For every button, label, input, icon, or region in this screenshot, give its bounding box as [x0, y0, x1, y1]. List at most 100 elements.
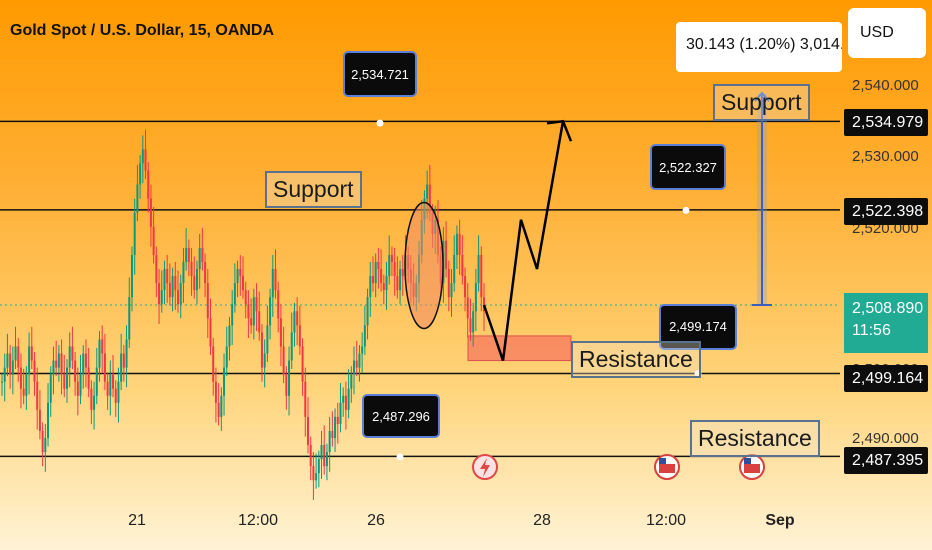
- projection-path: [482, 120, 565, 361]
- candle-body: [358, 353, 361, 368]
- candle-body: [158, 283, 161, 305]
- x-tick: 12:00: [645, 512, 687, 529]
- candle-body: [390, 254, 393, 262]
- candle-body: [233, 283, 236, 305]
- candle-body: [190, 262, 193, 277]
- candle-body: [366, 297, 369, 326]
- candle-body: [122, 353, 125, 368]
- level-price-tag: 2,522.398: [844, 198, 928, 225]
- candle-body: [147, 170, 150, 199]
- candle-body: [236, 269, 239, 284]
- x-tick: Sep: [765, 512, 795, 529]
- candle-body: [71, 346, 74, 361]
- price-callout[interactable]: 2,522.327: [650, 144, 726, 190]
- candle-body: [63, 374, 66, 389]
- candle-body: [271, 269, 274, 298]
- level-price-tag: 2,499.164: [844, 365, 928, 392]
- candle-body: [28, 346, 31, 375]
- candle-body: [350, 374, 353, 389]
- candle-body: [6, 353, 9, 368]
- candle-body: [269, 297, 272, 326]
- resistance-label[interactable]: Resistance: [690, 420, 820, 457]
- support-label[interactable]: Support: [713, 84, 810, 121]
- x-tick: 28: [533, 512, 551, 529]
- candle-body: [388, 254, 391, 277]
- candle-body: [371, 276, 374, 284]
- candle-body: [185, 247, 188, 262]
- candle-body: [312, 466, 315, 481]
- candle-body: [377, 262, 380, 270]
- price-callout[interactable]: 2,487.296: [362, 394, 440, 438]
- support-label[interactable]: Support: [265, 171, 362, 208]
- candle-body: [220, 395, 223, 417]
- candle-body: [25, 374, 28, 396]
- candle-body: [209, 318, 212, 347]
- candle-body: [68, 346, 71, 368]
- candle-body: [19, 367, 22, 389]
- x-tick: 26: [367, 512, 385, 529]
- candle-body: [277, 290, 280, 319]
- candle-body: [304, 381, 307, 417]
- candle-body: [466, 297, 469, 319]
- currency-label: USD: [860, 24, 894, 41]
- symbol-title: Gold Spot / U.S. Dollar, 15, OANDA: [10, 22, 275, 39]
- candle-body: [469, 318, 472, 333]
- candle-body: [206, 283, 209, 319]
- callout-anchor: [682, 206, 690, 214]
- flag-canton: [744, 458, 751, 464]
- candle-body: [49, 374, 52, 403]
- x-tick: 21: [128, 512, 146, 529]
- candle-body: [30, 346, 33, 361]
- candle-body: [101, 339, 104, 354]
- candle-body: [84, 353, 87, 368]
- candle-body: [288, 360, 291, 396]
- candle-body: [22, 388, 25, 396]
- current-price-tag: 2,508.890 11:56: [844, 293, 928, 353]
- candle-body: [296, 311, 299, 326]
- candle-body: [344, 395, 347, 410]
- candle-body: [155, 254, 158, 284]
- candle-body: [483, 297, 485, 312]
- candle-body: [193, 276, 196, 291]
- current-price: 2,508.890: [852, 300, 924, 317]
- flag-stripes: [744, 464, 760, 473]
- candle-body: [95, 367, 98, 396]
- level-price-tag: 2,534.979: [844, 109, 928, 136]
- candle-body: [93, 395, 96, 410]
- candle-body: [317, 459, 320, 474]
- candle-body: [369, 276, 372, 298]
- candle-body: [445, 240, 448, 270]
- candle-body: [426, 184, 429, 199]
- candle-body: [480, 254, 483, 298]
- y-tick: 2,530.000: [852, 148, 919, 165]
- candle-body: [334, 416, 337, 438]
- candle-body: [44, 438, 47, 453]
- candle-body: [477, 254, 480, 284]
- candle-body: [274, 269, 277, 291]
- candle-body: [11, 360, 14, 375]
- candle-body: [14, 346, 17, 361]
- candle-body: [201, 247, 204, 262]
- candle-body: [315, 473, 318, 481]
- candle-body: [130, 254, 133, 298]
- candle-body: [65, 367, 68, 389]
- candle-body: [103, 353, 106, 382]
- price-callout[interactable]: 2,534.721: [343, 51, 417, 97]
- resistance-label[interactable]: Resistance: [571, 341, 701, 378]
- candle-body: [382, 283, 385, 291]
- candle-body: [428, 184, 431, 213]
- candle-body: [399, 269, 402, 291]
- candle-body: [33, 360, 36, 382]
- candle-body: [252, 297, 255, 326]
- candle-body: [266, 325, 269, 354]
- candle-body: [3, 367, 6, 382]
- currency-selector[interactable]: USD: [848, 8, 926, 58]
- candle-body: [447, 269, 450, 298]
- candle-body: [461, 254, 464, 277]
- candle-body: [217, 402, 220, 417]
- candle-body: [393, 262, 396, 277]
- candle-body: [79, 374, 82, 396]
- candle-body: [112, 374, 115, 389]
- candle-body: [401, 269, 404, 277]
